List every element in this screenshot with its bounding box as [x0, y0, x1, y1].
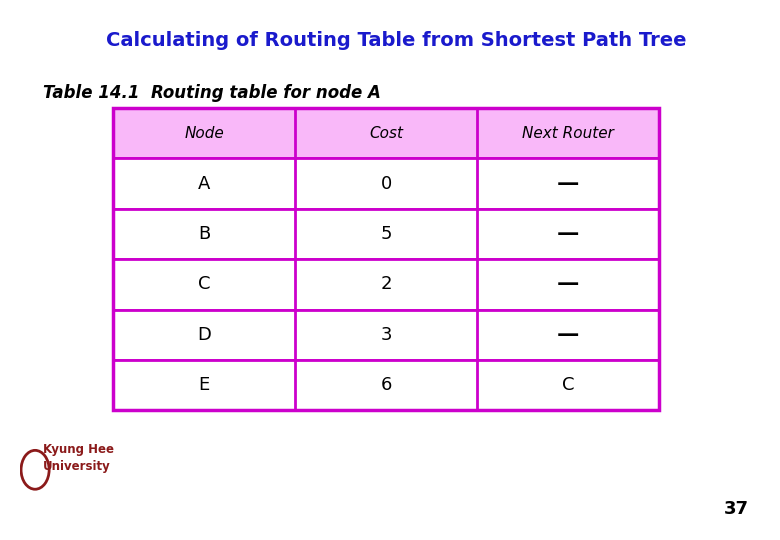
- Text: Calculating of Routing Table from Shortest Path Tree: Calculating of Routing Table from Shorte…: [105, 31, 686, 50]
- Text: Table 14.1  Routing table for node A: Table 14.1 Routing table for node A: [43, 84, 381, 102]
- Text: Kyung Hee
University: Kyung Hee University: [43, 443, 114, 473]
- Bar: [113, 309, 659, 360]
- Text: C: C: [562, 376, 574, 394]
- Text: Next Router: Next Router: [522, 126, 614, 141]
- Bar: [113, 158, 659, 209]
- Text: E: E: [198, 376, 210, 394]
- Text: 0: 0: [381, 174, 392, 193]
- Text: —: —: [557, 173, 580, 194]
- Text: A: A: [198, 174, 211, 193]
- Bar: [113, 108, 659, 158]
- Text: Cost: Cost: [369, 126, 403, 141]
- Text: C: C: [198, 275, 211, 293]
- Bar: [113, 209, 659, 259]
- Bar: [113, 360, 659, 410]
- Text: —: —: [557, 224, 580, 244]
- Text: 3: 3: [381, 326, 392, 344]
- Text: 5: 5: [381, 225, 392, 243]
- Text: 6: 6: [381, 376, 392, 394]
- Text: —: —: [557, 325, 580, 345]
- Text: —: —: [557, 274, 580, 294]
- Text: Node: Node: [184, 126, 224, 141]
- Text: B: B: [198, 225, 211, 243]
- Text: 2: 2: [381, 275, 392, 293]
- Text: 37: 37: [724, 501, 749, 518]
- Text: D: D: [197, 326, 211, 344]
- Bar: [113, 259, 659, 309]
